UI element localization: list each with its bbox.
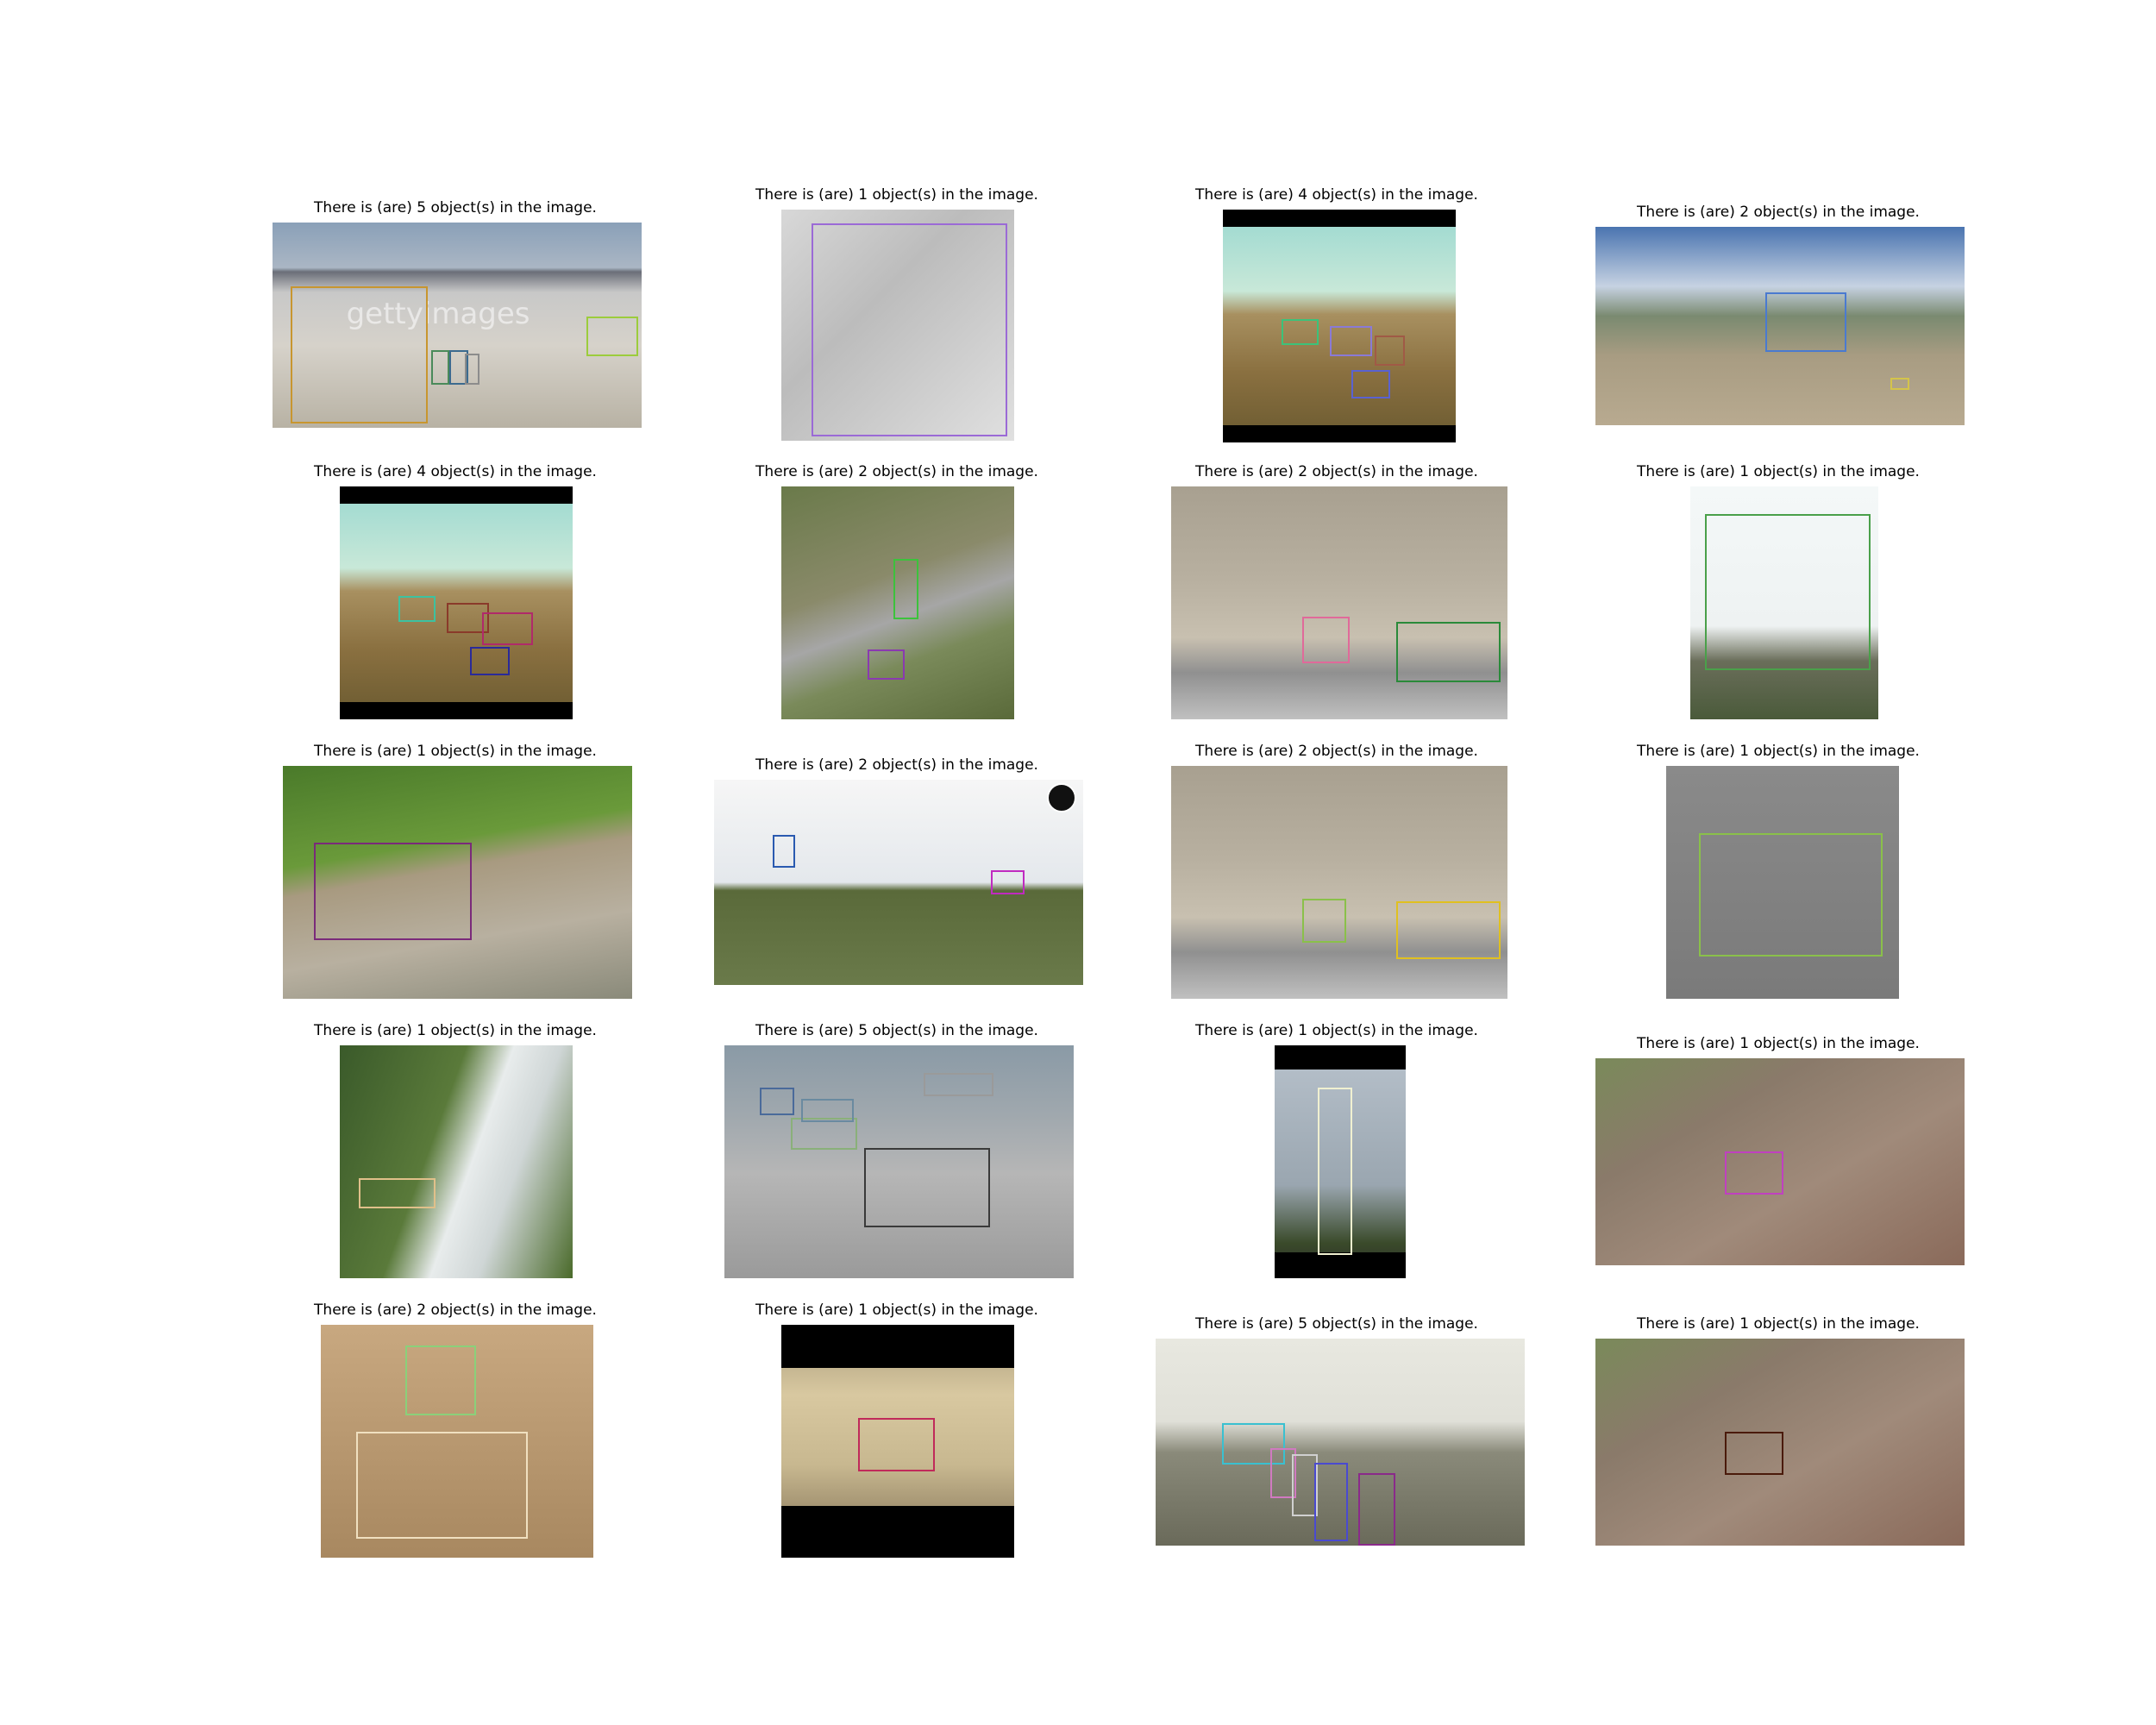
detection-bounding-box xyxy=(1724,1432,1784,1476)
panel-caption: There is (are) 5 object(s) in the image. xyxy=(755,1022,1038,1039)
detection-bounding-box xyxy=(1724,1151,1784,1195)
thumbnail-image xyxy=(321,1325,593,1558)
detection-bounding-box xyxy=(1292,1454,1319,1517)
detection-bounding-box xyxy=(923,1073,993,1097)
detection-bounding-box xyxy=(867,649,906,681)
detection-bounding-box xyxy=(398,595,436,622)
thumbnail-image xyxy=(283,766,632,999)
panel-caption: There is (are) 1 object(s) in the image. xyxy=(1195,1022,1478,1039)
thumbnail-image xyxy=(1275,1045,1406,1278)
thumbnail-image xyxy=(1171,486,1507,719)
panel-caption: There is (are) 2 object(s) in the image. xyxy=(1195,743,1478,760)
detection-bounding-box xyxy=(481,612,534,645)
detection-bounding-box xyxy=(358,1177,436,1208)
thumbnail-image xyxy=(1595,227,1965,425)
detection-bounding-box xyxy=(1396,900,1501,960)
panel-caption: There is (are) 1 object(s) in the image. xyxy=(314,743,597,760)
thumbnail-image xyxy=(1595,1058,1965,1265)
detection-bounding-box xyxy=(1890,377,1909,390)
thumbnail-image xyxy=(1223,210,1456,442)
panel-caption: There is (are) 1 object(s) in the image. xyxy=(1637,743,1920,760)
detection-bounding-box xyxy=(1698,833,1883,957)
thumbnail-image xyxy=(1690,486,1878,719)
detection-bounding-box xyxy=(1302,898,1346,944)
detection-bounding-box xyxy=(812,223,1007,436)
detection-bounding-box xyxy=(773,835,796,869)
detection-bounding-box xyxy=(404,1346,477,1416)
detection-bounding-box xyxy=(1764,292,1847,352)
watermark: gettyimages xyxy=(346,296,530,331)
detection-bounding-box xyxy=(314,843,472,941)
thumbnail-image xyxy=(1156,1339,1525,1546)
detection-bounding-box xyxy=(1396,621,1501,682)
panel-caption: There is (are) 4 object(s) in the image. xyxy=(1195,186,1478,204)
panel-caption: There is (are) 2 object(s) in the image. xyxy=(755,463,1038,480)
panel-caption: There is (are) 4 object(s) in the image. xyxy=(314,463,597,480)
thumbnail-image xyxy=(781,210,1014,441)
panel-caption: There is (are) 5 object(s) in the image. xyxy=(1195,1315,1478,1333)
detection-bounding-box xyxy=(858,1418,936,1472)
detection-bounding-box xyxy=(1302,617,1350,664)
panel-caption: There is (are) 1 object(s) in the image. xyxy=(1637,1315,1920,1333)
detection-bounding-box xyxy=(1351,370,1391,398)
detection-bounding-box xyxy=(449,349,468,385)
detection-bounding-box xyxy=(586,317,638,356)
detection-bounding-box xyxy=(864,1147,990,1227)
detection-bounding-box xyxy=(1318,1087,1352,1255)
detection-bounding-box xyxy=(447,603,489,634)
thumbnail-image xyxy=(724,1045,1074,1278)
letterbox-bar xyxy=(1223,210,1456,227)
detection-bounding-box xyxy=(1222,1423,1285,1465)
panel-caption: There is (are) 2 object(s) in the image. xyxy=(1637,204,1920,221)
detection-bounding-box xyxy=(790,1117,857,1151)
detection-bounding-box xyxy=(759,1087,794,1115)
detection-bounding-box xyxy=(470,647,511,675)
detection-bounding-box xyxy=(291,285,428,424)
panel-caption: There is (are) 2 object(s) in the image. xyxy=(1195,463,1478,480)
panel-caption: There is (are) 5 object(s) in the image. xyxy=(314,199,597,216)
letterbox-bar xyxy=(1275,1045,1406,1070)
detection-bounding-box xyxy=(801,1099,854,1123)
detection-bounding-box xyxy=(1281,318,1319,345)
detection-bounding-box xyxy=(1705,514,1871,671)
letterbox-bar xyxy=(781,1325,1014,1368)
detection-bounding-box xyxy=(1330,326,1372,357)
thumbnail-image xyxy=(714,780,1083,985)
detection-bounding-box xyxy=(893,558,919,619)
detection-bounding-box xyxy=(1269,1448,1296,1498)
detection-bounding-box xyxy=(1314,1463,1348,1542)
thumbnail-image xyxy=(1666,766,1899,999)
detection-bounding-box xyxy=(431,349,450,385)
thumbnail-image xyxy=(1171,766,1507,999)
detection-bounding-box xyxy=(991,869,1025,895)
panel-caption: There is (are) 1 object(s) in the image. xyxy=(1637,463,1920,480)
thumbnail-image: gettyimages xyxy=(273,223,642,428)
thumbnail-image xyxy=(1595,1339,1965,1546)
letterbox-bar xyxy=(340,486,573,504)
detection-bounding-box xyxy=(464,354,479,385)
letterbox-bar xyxy=(1223,425,1456,442)
detection-bounding-box xyxy=(356,1432,529,1540)
thumbnail-image xyxy=(340,486,573,719)
panel-caption: There is (are) 1 object(s) in the image. xyxy=(314,1022,597,1039)
panel-caption: There is (are) 2 object(s) in the image. xyxy=(314,1302,597,1319)
letterbox-bar xyxy=(1275,1252,1406,1278)
panel-caption: There is (are) 1 object(s) in the image. xyxy=(1637,1035,1920,1052)
panel-caption: There is (are) 1 object(s) in the image. xyxy=(755,1302,1038,1319)
panel-caption: There is (are) 1 object(s) in the image. xyxy=(755,186,1038,204)
letterbox-bar xyxy=(781,1506,1014,1558)
panel-caption: There is (are) 2 object(s) in the image. xyxy=(755,756,1038,774)
detection-bounding-box xyxy=(1374,335,1405,366)
letterbox-bar xyxy=(340,702,573,719)
detection-bounding-box xyxy=(1358,1473,1396,1546)
globe-icon xyxy=(1047,783,1076,812)
thumbnail-image xyxy=(781,1325,1014,1558)
thumbnail-image xyxy=(781,486,1014,719)
thumbnail-image xyxy=(340,1045,573,1278)
